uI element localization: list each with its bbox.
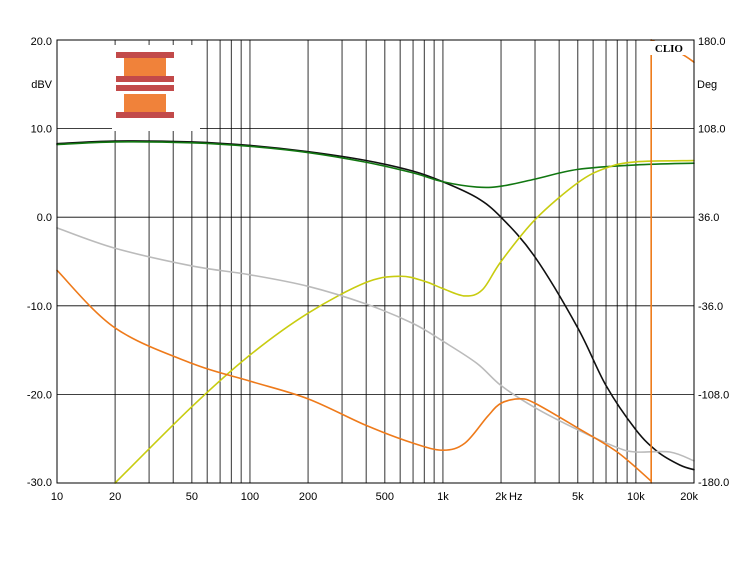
- x-tick-label: 200: [299, 491, 317, 503]
- x-axis-unit: Hz: [509, 491, 522, 503]
- x-tick-label: 10: [51, 491, 63, 503]
- right-tick-label: -36.0: [698, 301, 723, 313]
- axis-labels: 20.0 10.0 0.0 -10.0 -20.0 -30.0 180.0 108.0 36.0…: [27, 36, 729, 503]
- right-tick-label: 36.0: [698, 212, 719, 224]
- left-tick-label: 0.0: [37, 212, 52, 224]
- series-group: [56, 39, 695, 484]
- series-line: [114, 159, 695, 484]
- x-tick-label: 1k: [437, 491, 449, 503]
- series-line: [56, 140, 695, 189]
- series-line: [56, 227, 695, 462]
- left-tick-label: -20.0: [27, 389, 52, 401]
- x-tick-label: 2k: [495, 491, 507, 503]
- x-tick-label: 50: [186, 491, 198, 503]
- right-tick-label: 180.0: [698, 36, 726, 48]
- clio-logo-icon: [112, 45, 200, 131]
- left-tick-label: -30.0: [27, 477, 52, 489]
- left-tick-label: -10.0: [27, 301, 52, 313]
- plot-frame: [56, 39, 695, 484]
- left-axis-unit: dBV: [31, 79, 52, 91]
- brand-background: [644, 41, 693, 55]
- right-axis-unit: Deg: [697, 79, 717, 91]
- series-line: [56, 140, 695, 471]
- brand-label: CLIO: [655, 43, 684, 55]
- x-tick-label: 10k: [627, 491, 645, 503]
- x-tick-label: 100: [241, 491, 259, 503]
- x-tick-label: 5k: [572, 491, 584, 503]
- x-tick-label: 20: [109, 491, 121, 503]
- right-tick-label: -108.0: [698, 389, 729, 401]
- x-tick-label: 500: [376, 491, 394, 503]
- series-line: [56, 269, 652, 483]
- right-tick-label: 108.0: [698, 124, 726, 136]
- left-tick-label: 10.0: [31, 124, 52, 136]
- x-tick-label: 20k: [680, 491, 698, 503]
- right-tick-label: -180.0: [698, 477, 729, 489]
- left-tick-label: 20.0: [31, 36, 52, 48]
